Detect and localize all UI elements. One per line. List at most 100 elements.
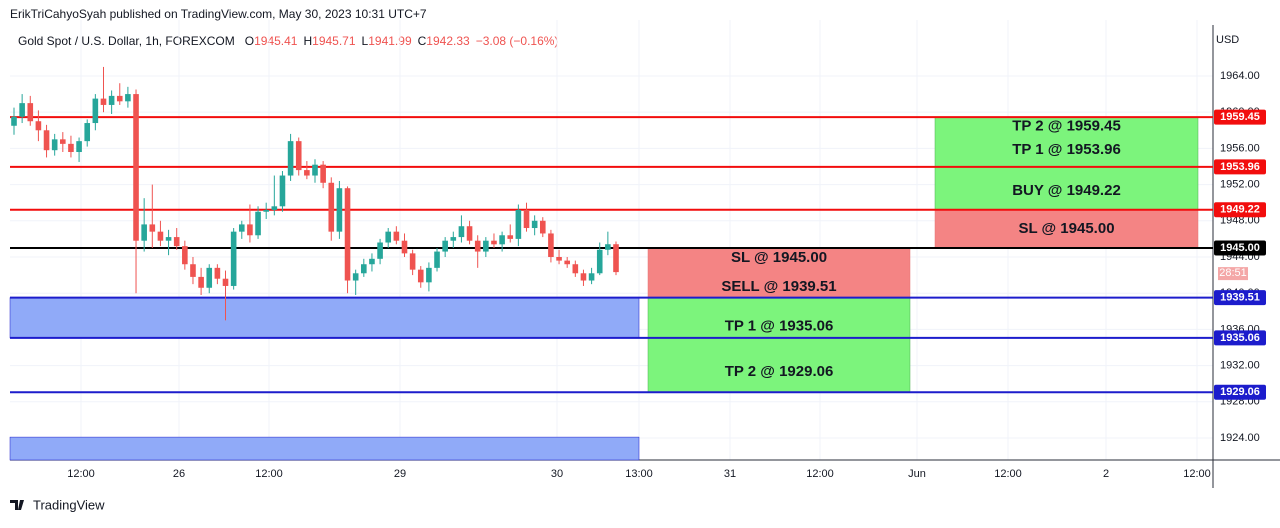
candle-body xyxy=(450,237,457,241)
candle-body xyxy=(238,224,245,232)
candle-body xyxy=(361,264,367,274)
symbol-line: Gold Spot / U.S. Dollar, 1h, FOREXCOM O19… xyxy=(18,34,558,48)
candle-body xyxy=(466,226,473,241)
ohlc-label: O xyxy=(245,34,254,48)
price-tag-label: 1949.22 xyxy=(1220,204,1260,216)
candle-body xyxy=(35,121,42,131)
candle-body xyxy=(515,209,522,239)
candle-body xyxy=(393,231,400,241)
candle-body xyxy=(474,240,481,252)
price-tag-label: 1929.06 xyxy=(1220,386,1260,398)
x-tick-label: 29 xyxy=(394,468,406,480)
candle-body xyxy=(141,224,147,241)
candle-body xyxy=(491,240,497,245)
y-tick-label: 1964.00 xyxy=(1220,70,1260,82)
candle-body xyxy=(173,237,180,247)
candle-body xyxy=(434,251,440,268)
candle-body xyxy=(304,170,310,176)
candle-body xyxy=(320,164,326,183)
price-tag xyxy=(1214,330,1266,346)
y-tick-label: 1924.00 xyxy=(1220,432,1260,444)
price-tag-label: 1945.00 xyxy=(1220,242,1260,254)
price-tag-label: 1959.45 xyxy=(1220,111,1260,123)
x-tick-label: 30 xyxy=(551,468,563,480)
currency: USD xyxy=(1216,34,1239,46)
position-label: SL @ 1945.00 xyxy=(731,249,827,266)
candle-body xyxy=(133,94,139,241)
price-tag-label: 1935.06 xyxy=(1220,332,1260,344)
footer-brand: TradingView xyxy=(33,497,105,512)
x-tick-label: 31 xyxy=(724,468,736,480)
candle-body xyxy=(51,139,58,151)
x-tick-label: 13:00 xyxy=(625,468,653,480)
published: ErikTriCahyoSyah published on TradingVie… xyxy=(10,7,427,21)
candle-body xyxy=(222,278,229,286)
candle-body xyxy=(255,211,261,236)
position-label: SL @ 1945.00 xyxy=(1018,220,1114,237)
candle-body xyxy=(287,141,294,176)
loss-box xyxy=(934,209,1199,249)
price-tag-label: 1939.51 xyxy=(1220,292,1260,304)
candle-body xyxy=(60,139,66,144)
candle-body xyxy=(92,98,99,124)
candle-body xyxy=(84,123,91,142)
ohlc-label: H xyxy=(303,34,312,48)
candle-body xyxy=(442,240,448,252)
candle-body xyxy=(149,224,156,232)
candle-body xyxy=(271,206,278,210)
candle-body xyxy=(336,188,343,232)
x-tick-label: 12:00 xyxy=(255,468,283,480)
candle-body xyxy=(295,141,302,171)
ohlc-value: 1942.33 xyxy=(426,34,470,48)
ohlc-label: C xyxy=(418,34,427,48)
candle-body xyxy=(125,94,131,102)
ohlc-value: 1941.99 xyxy=(368,34,412,48)
candle-body xyxy=(539,220,546,234)
candle-body xyxy=(206,267,213,288)
logo xyxy=(10,500,24,510)
price-tag xyxy=(1214,159,1266,175)
candle-body xyxy=(369,258,375,265)
candle-body xyxy=(401,240,408,254)
candle-body xyxy=(312,164,318,176)
candle-body xyxy=(247,224,253,236)
candle-body xyxy=(165,237,172,241)
candle-body xyxy=(116,95,123,102)
candle-body xyxy=(548,233,554,257)
candle-body xyxy=(483,240,489,252)
position-label: TP 2 @ 1929.06 xyxy=(725,363,834,380)
candle-body xyxy=(613,244,619,273)
position-label: TP 2 @ 1959.45 xyxy=(1012,118,1121,135)
candle-body xyxy=(588,273,595,281)
price-tag xyxy=(1214,384,1266,400)
ohlc-value: 1945.41 xyxy=(254,34,298,48)
x-tick-label: 2 xyxy=(1103,468,1109,480)
candle-body xyxy=(108,95,115,105)
candle-body xyxy=(328,182,335,232)
candle-body xyxy=(385,231,392,243)
candle-body xyxy=(27,103,34,122)
loss-box xyxy=(647,247,911,298)
profit-box xyxy=(647,297,911,393)
candle-body xyxy=(580,273,587,281)
symbol: Gold Spot / U.S. Dollar, 1h, FOREXCOM xyxy=(18,34,235,48)
candle-body xyxy=(230,231,237,286)
ohlc-value: 1945.71 xyxy=(312,34,356,48)
x-tick-label: 12:00 xyxy=(806,468,834,480)
candle-body xyxy=(417,269,424,283)
candle-body xyxy=(572,264,579,274)
x-tick-label: 26 xyxy=(173,468,185,480)
price-tag-label: 1953.96 xyxy=(1220,161,1260,173)
candle-body xyxy=(556,256,562,261)
candle-body xyxy=(352,273,359,281)
candle-body xyxy=(409,253,416,270)
position-label: TP 1 @ 1935.06 xyxy=(725,318,834,335)
candle-body xyxy=(499,235,505,245)
price-tag xyxy=(1214,109,1266,125)
y-tick-label: 1956.00 xyxy=(1220,142,1260,154)
price-tag xyxy=(1214,202,1266,218)
candle-body xyxy=(507,235,514,239)
